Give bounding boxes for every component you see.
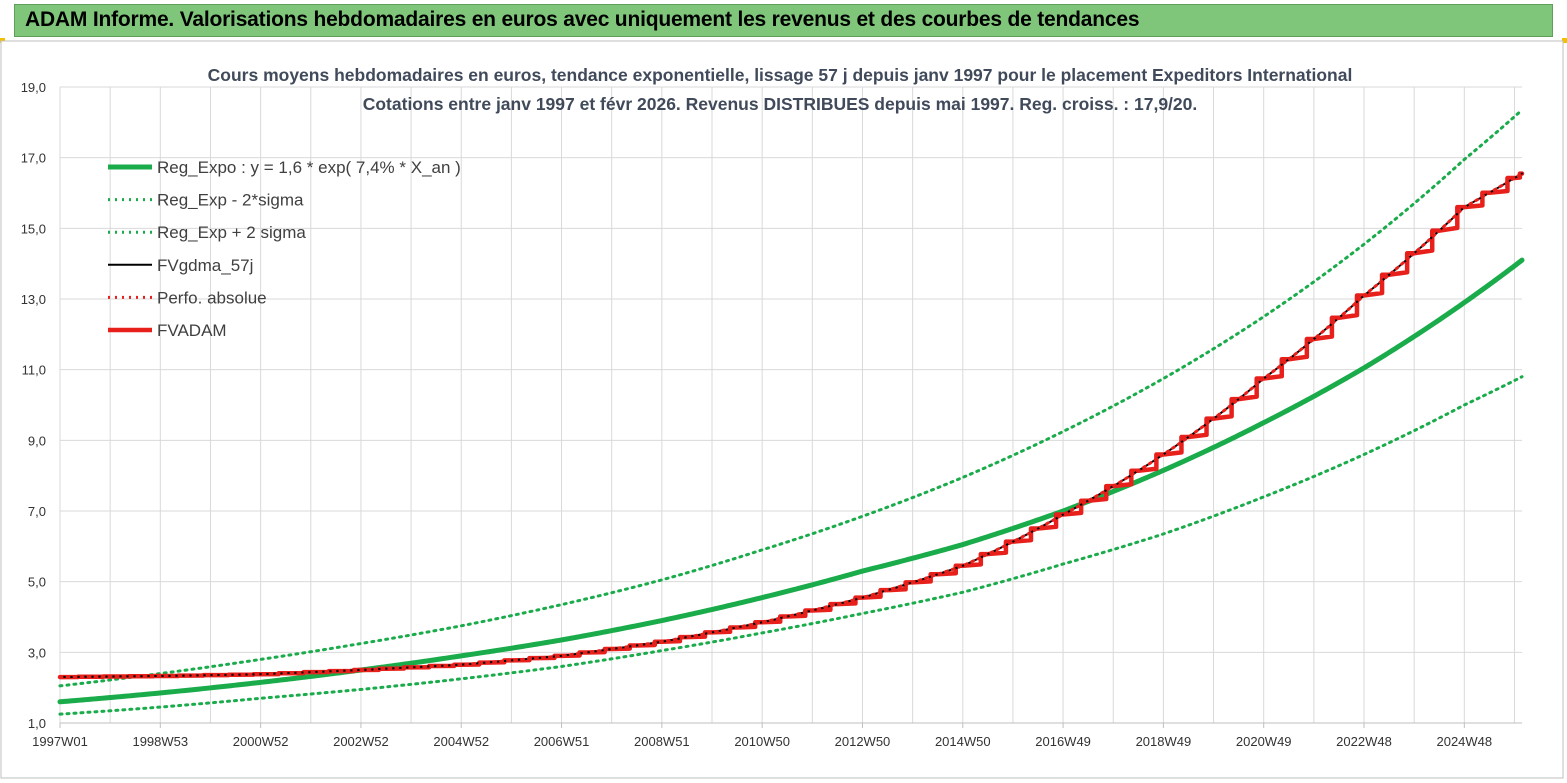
grid: [59, 86, 1522, 724]
legend-label: Perfo. absolue: [157, 288, 267, 307]
x-tick-label: 2002W52: [333, 734, 389, 749]
x-tick-label: 2010W50: [734, 734, 790, 749]
series-line-2: [58, 375, 1524, 716]
series-line-5: [58, 172, 1524, 679]
chart-title-line-2: Cotations entre janv 1997 et févr 2026. …: [363, 94, 1198, 114]
y-tick-label: 3,0: [28, 645, 46, 660]
series: [57, 108, 1525, 716]
x-tick-label: 2008W51: [634, 734, 690, 749]
x-tick-label: 2006W51: [534, 734, 590, 749]
y-tick-label: 7,0: [28, 504, 46, 519]
y-tick-label: 1,0: [28, 716, 46, 731]
x-tick-label: 2004W52: [433, 734, 489, 749]
series-line-3: [58, 108, 1524, 688]
y-tick-label: 17,0: [21, 151, 46, 166]
y-tick-label: 19,0: [21, 80, 46, 95]
legend-label: FVADAM: [157, 321, 227, 340]
legend-label: Reg_Exp - 2*sigma: [157, 191, 304, 210]
chart-title: Cours moyens hebdomadaires en euros, ten…: [208, 65, 1353, 114]
x-tick-label: 2020W49: [1236, 734, 1292, 749]
x-tick-label: 1998W53: [132, 734, 188, 749]
series-line-1: [57, 257, 1525, 705]
x-tick-label: 2014W50: [935, 734, 991, 749]
chart: 1,0 3,0 5,0 7,0 9,0 11,0 13,0 15,0 17,0 19,0 1997W…: [0, 40, 1564, 779]
legend: Reg_Expo : y = 1,6 * exp( 7,4% * X_an ) R…: [108, 158, 461, 340]
x-tick-label: 1997W01: [32, 734, 88, 749]
chart-title-line-1: Cours moyens hebdomadaires en euros, ten…: [208, 65, 1353, 85]
x-tick-label: 2018W49: [1136, 734, 1192, 749]
axes: 1,0 3,0 5,0 7,0 9,0 11,0 13,0 15,0 17,0 19,0 1997W…: [21, 80, 1522, 749]
corner-marker: [1562, 38, 1567, 43]
page-title: ADAM Informe. Valorisations hebdomadaire…: [25, 8, 1140, 31]
legend-label: FVgdma_57j: [157, 256, 253, 275]
legend-label: Reg_Expo : y = 1,6 * exp( 7,4% * X_an ): [157, 158, 461, 177]
x-tick-label: 2022W48: [1336, 734, 1392, 749]
x-tick-label: 2000W52: [233, 734, 289, 749]
x-tick-label: 2016W49: [1035, 734, 1091, 749]
y-tick-label: 5,0: [28, 575, 46, 590]
x-tick-label: 2024W48: [1436, 734, 1492, 749]
y-tick-label: 15,0: [21, 221, 46, 236]
header-banner: ADAM Informe. Valorisations hebdomadaire…: [14, 4, 1553, 37]
legend-label: Reg_Exp + 2 sigma: [157, 223, 306, 242]
y-tick-label: 11,0: [22, 363, 46, 378]
y-tick-label: 13,0: [21, 292, 46, 307]
x-tick-label: 2012W50: [835, 734, 891, 749]
chart-frame: [0, 40, 1564, 779]
y-tick-label: 9,0: [28, 433, 46, 448]
